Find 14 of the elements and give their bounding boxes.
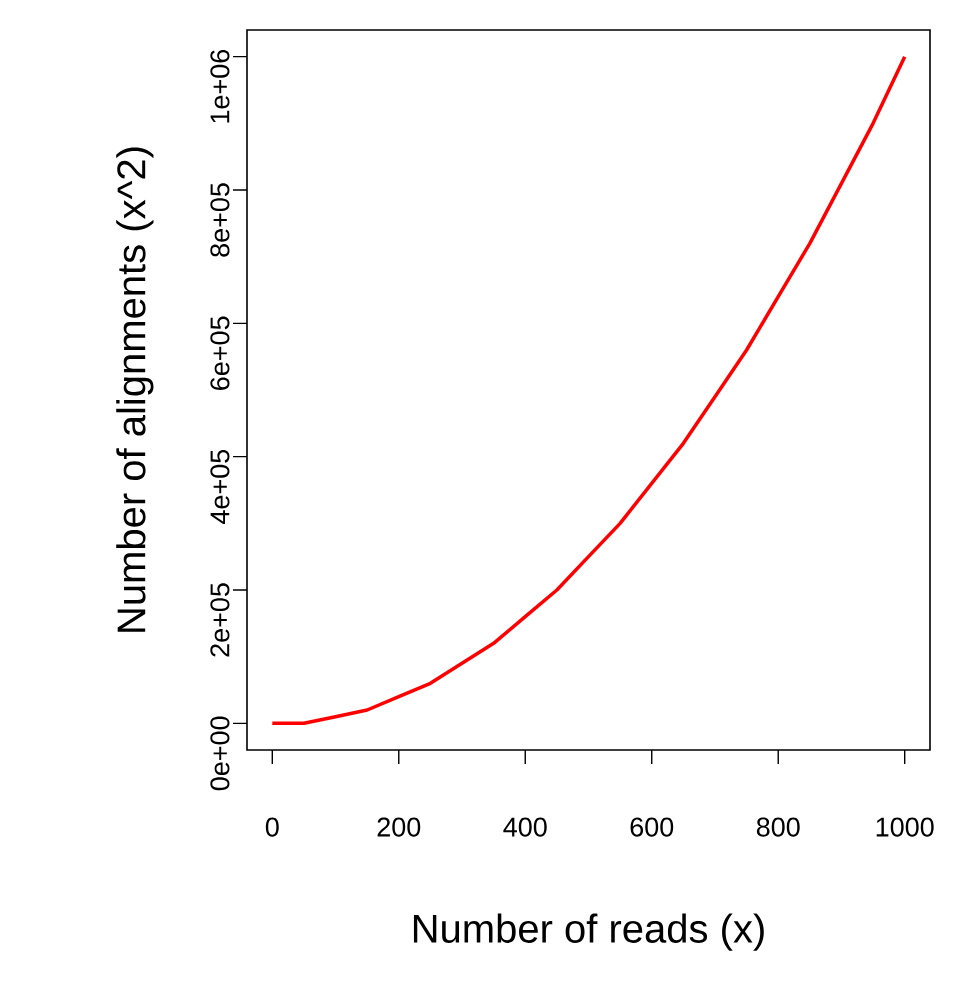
y-tick-label: 1e+06	[210, 49, 230, 123]
x-tick-label: 1000	[876, 817, 934, 837]
x-tick-label: 600	[630, 817, 674, 837]
x-tick-label: 0	[265, 817, 279, 837]
y-tick-label: 4e+05	[210, 449, 230, 524]
x-tick-label: 200	[377, 817, 421, 837]
y-tick-label: 0e+00	[210, 716, 230, 791]
y-axis-title: Number of alignments (x^2)	[116, 147, 154, 632]
y-tick-label: 6e+05	[210, 316, 230, 390]
x-axis-title: Number of reads (x)	[413, 913, 764, 951]
y-tick-label: 8e+05	[210, 183, 230, 257]
x-tick-label: 400	[503, 817, 547, 837]
y-tick-label: 2e+05	[210, 583, 230, 657]
x-tick-label: 800	[756, 817, 800, 837]
